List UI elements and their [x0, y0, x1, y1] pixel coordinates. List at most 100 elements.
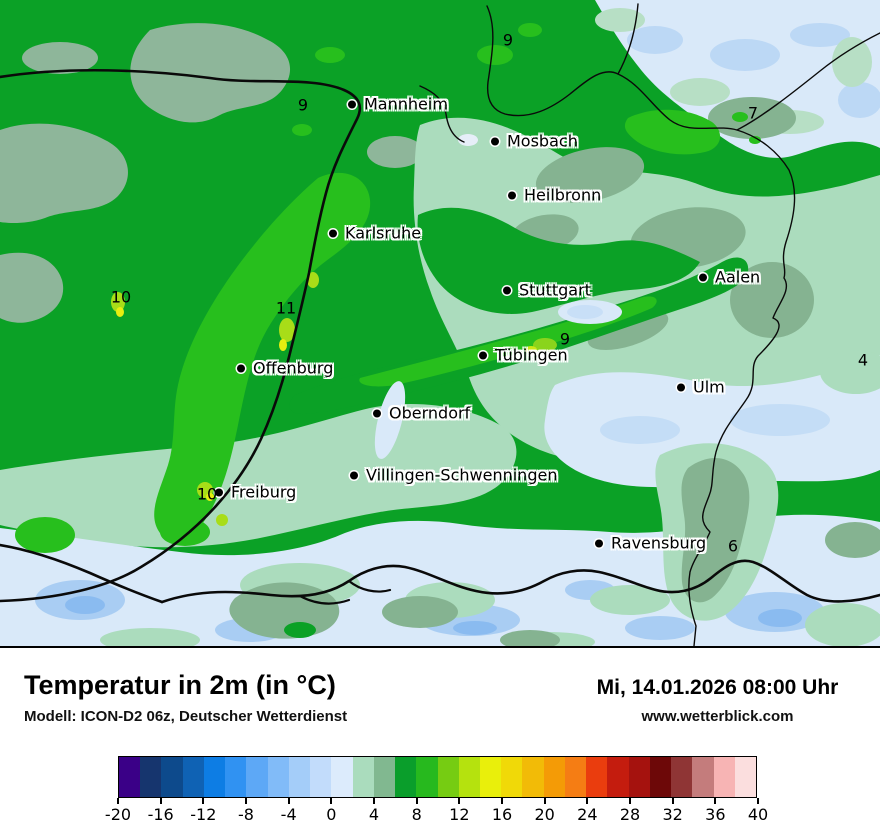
city-label: Aalen	[715, 267, 761, 287]
city-marker: Heilbronn	[508, 186, 601, 205]
city-layer: Mannheim Mosbach Heilbronn Karlsruhe Stuttga…	[215, 95, 761, 553]
colorbar-tickmark	[117, 798, 119, 804]
colorbar-segment	[479, 757, 502, 797]
city-marker: Oberndorf	[373, 404, 470, 423]
colorbar-segment	[543, 757, 565, 797]
colorbar-segment	[607, 757, 629, 797]
city-dot	[677, 383, 685, 391]
colorbar-segment	[203, 757, 226, 797]
map-footer: Temperatur in 2m (in °C) Modell: ICON-D2…	[0, 648, 880, 830]
colorbar-tick-label: 0	[326, 805, 337, 824]
colorbar-tickmark	[543, 798, 546, 804]
colorbar-segment	[225, 757, 247, 797]
city-dot	[699, 273, 707, 281]
colorbar-segment	[458, 757, 480, 797]
city-dot	[373, 409, 381, 417]
city-dot	[329, 229, 337, 237]
model-info: Modell: ICON-D2 06z, Deutscher Wetterdie…	[24, 708, 348, 725]
colorbar-tickmark	[757, 798, 759, 804]
colorbar-segment	[501, 757, 523, 797]
city-dot	[479, 351, 487, 359]
colorbar-tickmark	[714, 798, 717, 804]
colorbar-segment	[522, 757, 544, 797]
colorbar-tickmark	[501, 798, 503, 804]
colorbar-segment	[628, 757, 650, 797]
colorbar-segment	[119, 757, 141, 797]
city-marker: Villingen-Schwenningen	[350, 466, 557, 485]
city-dot	[215, 488, 223, 496]
city-marker: Ravensburg	[595, 534, 706, 553]
city-marker: Mosbach	[491, 132, 578, 151]
city-label: Stuttgart	[519, 280, 591, 300]
city-marker: Tübingen	[479, 346, 568, 365]
temperature-value: 4	[857, 350, 869, 370]
city-marker: Mannheim	[348, 95, 448, 114]
city-dot	[237, 364, 245, 372]
colorbar-tickmark	[330, 798, 333, 804]
colorbar-segment	[352, 757, 374, 797]
colorbar-tick-label: 36	[705, 805, 726, 824]
city-label: Ulm	[693, 377, 725, 397]
city-marker: Offenburg	[237, 359, 333, 378]
city-label: Offenburg	[253, 358, 334, 378]
temperature-shading	[0, 0, 880, 646]
colorbar-tickmark	[671, 798, 674, 804]
city-label: Oberndorf	[389, 403, 471, 423]
colorbar-tickmark	[287, 798, 290, 804]
colorbar-segment	[437, 757, 459, 797]
colorbar-segment	[373, 757, 396, 797]
colorbar	[118, 756, 757, 798]
colorbar-tick-label: 4	[368, 805, 380, 824]
colorbar-tickmark	[245, 798, 247, 804]
colorbar-segment	[649, 757, 672, 797]
colorbar-segment	[713, 757, 735, 797]
colorbar-segment	[671, 757, 693, 797]
colorbar-tick-label: 24	[577, 805, 598, 824]
colorbar-tick-label: -4	[280, 805, 297, 824]
city-marker: Karlsruhe	[329, 224, 421, 243]
colorbar-tick-label: 32	[662, 805, 683, 824]
temperature-value: 6	[727, 536, 739, 556]
colorbar-segment	[692, 757, 714, 797]
colorbar-ticks: -20 -16 -12 -8 -4 0 4 8 12 16 20 24 28 32 36 40	[105, 798, 768, 828]
colorbar-segment	[161, 757, 183, 797]
colorbar-tick-label: 28	[619, 805, 641, 824]
colorbar-tick-label: 8	[411, 805, 422, 824]
map-title: Temperatur in 2m (in °C)	[24, 670, 336, 700]
temperature-value: 9	[559, 329, 571, 349]
colorbar-segment	[246, 757, 268, 797]
colorbar-segment	[140, 757, 162, 797]
colorbar-tickmark	[458, 798, 461, 804]
temp-label-layer: 9 9 7 10 11 9 4 10 6	[111, 30, 869, 556]
colorbar-segment	[182, 757, 204, 797]
city-label: Heilbronn	[524, 185, 602, 205]
colorbar-tick-label: 40	[747, 805, 769, 824]
colorbar-tick-label: 20	[534, 805, 555, 824]
city-dot	[508, 191, 516, 199]
city-label: Tübingen	[495, 345, 568, 365]
colorbar-tick-label: -8	[238, 805, 254, 824]
colorbar-segment	[267, 757, 289, 797]
city-label: Mannheim	[364, 94, 448, 114]
colorbar-tickmark	[373, 798, 375, 804]
city-dot	[348, 100, 356, 108]
colorbar-tick-label: -16	[147, 805, 174, 824]
city-marker: Ulm	[677, 378, 725, 397]
temperature-value: 7	[747, 103, 759, 123]
colorbar-tick-label: 12	[449, 805, 470, 824]
colorbar-segment	[395, 757, 417, 797]
colorbar-tickmark	[415, 798, 418, 804]
valid-datetime: Mi, 14.01.2026 08:00 Uhr	[596, 676, 839, 699]
colorbar-tickmark	[629, 798, 631, 804]
temperature-value: 9	[502, 30, 514, 50]
city-label: Karlsruhe	[345, 223, 422, 243]
colorbar-segment	[310, 757, 332, 797]
colorbar-segment	[416, 757, 438, 797]
colorbar-segment	[734, 757, 757, 797]
city-label: Mosbach	[507, 131, 578, 151]
colorbar-segment	[564, 757, 587, 797]
website-link[interactable]: www.wetterblick.com	[641, 708, 794, 725]
colorbar-tick-label: 16	[491, 805, 513, 824]
city-label: Freiburg	[231, 482, 297, 502]
colorbar-tickmark	[159, 798, 162, 804]
